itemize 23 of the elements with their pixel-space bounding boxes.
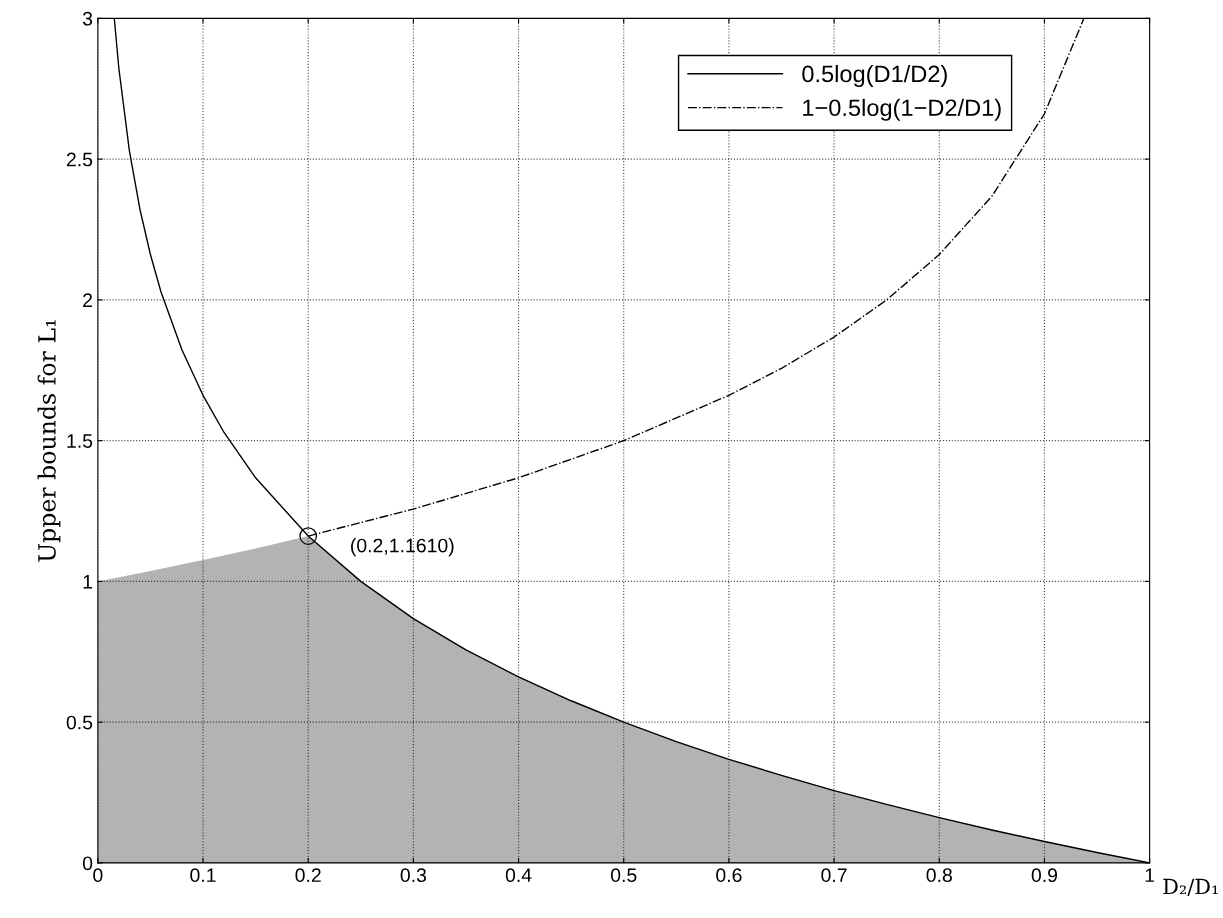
x-tick-label: 0.2 xyxy=(295,868,321,883)
x-tick-label: 0 xyxy=(93,868,103,883)
x-tick-label: 1 xyxy=(1145,868,1155,882)
x-tick-label: 0.1 xyxy=(190,868,216,883)
x-tick-label: 0.7 xyxy=(821,868,847,883)
y-axis-title: Upper bounds for L₁ xyxy=(37,320,61,562)
x-tick-label: 0.5 xyxy=(610,868,637,883)
y-tick-label: 1 xyxy=(83,575,93,589)
x-axis-title: D₂/D₁ xyxy=(1163,878,1218,896)
y-tick-label: 1.5 xyxy=(67,434,93,448)
y-tick-label: 2.5 xyxy=(66,152,93,167)
y-tick-label: 0.5 xyxy=(66,715,93,730)
x-tick-label: 0.3 xyxy=(400,868,427,883)
y-tick-label: 3 xyxy=(82,11,93,26)
x-tick-label: 0.4 xyxy=(505,868,532,883)
y-tick-label: 0 xyxy=(82,856,93,871)
x-tick-label: 0.9 xyxy=(1031,868,1058,883)
legend-label: 1−0.5log(1−D2/D1) xyxy=(803,98,1001,121)
annotation: (0.2,1.1610) xyxy=(351,538,454,557)
x-tick-label: 0.6 xyxy=(716,868,742,883)
legend-label: 0.5log(D1/D2) xyxy=(802,64,947,87)
y-tick-label: 2 xyxy=(83,293,92,307)
x-tick-label: 0.8 xyxy=(926,868,952,883)
